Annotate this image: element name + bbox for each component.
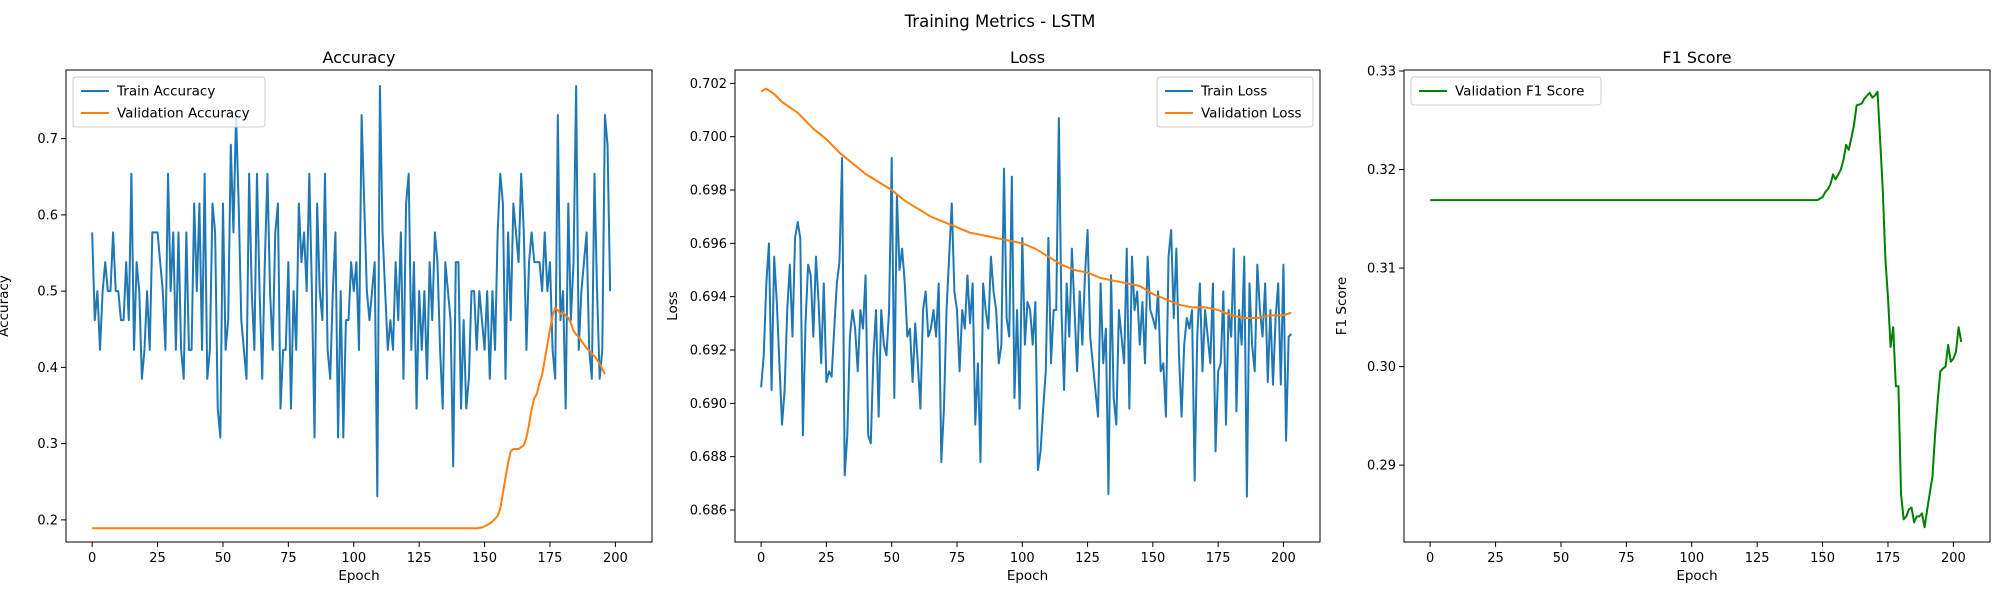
- x-tick-label-1-0: 0: [757, 551, 765, 566]
- x-tick-label-1-1: 25: [818, 551, 835, 566]
- legend-label-1-0: Train Loss: [1200, 84, 1267, 100]
- x-tick-label-0-1: 25: [149, 551, 166, 566]
- y-tick-label-2-2: 0.31: [1367, 262, 1396, 277]
- axes-frame-0: [65, 69, 653, 543]
- y-tick-label-0-2: 0.4: [37, 361, 58, 376]
- y-tick-label-1-0: 0.686: [690, 504, 727, 519]
- x-tick-label-2-6: 150: [1810, 551, 1835, 566]
- y-tick-label-0-0: 0.2: [37, 513, 58, 528]
- series-line-0-1: [92, 306, 606, 530]
- legend-2: Validation F1 Score: [1410, 76, 1602, 106]
- x-tick-label-1-6: 150: [1140, 551, 1165, 566]
- x-tick-label-0-0: 0: [88, 551, 96, 566]
- legend-0: Train Accuracy Validation Accuracy: [72, 76, 266, 128]
- x-tick-label-0-4: 100: [341, 551, 366, 566]
- chart-panel-2: 0 25 50 75 100 125 150 175 200 0.29 0.30 0.31 0.32 0.…: [1334, 48, 1991, 584]
- y-tick-label-1-8: 0.702: [690, 77, 727, 92]
- x-tick-label-0-5: 125: [407, 551, 432, 566]
- y-tick-label-2-0: 0.29: [1367, 459, 1396, 474]
- y-tick-label-2-1: 0.30: [1367, 360, 1396, 375]
- figure-suptitle: Training Metrics - LSTM: [904, 12, 1096, 31]
- legend-1: Train Loss Validation Loss: [1156, 76, 1314, 128]
- legend-box-2: [1410, 76, 1602, 106]
- legend-box-1: [1156, 76, 1314, 128]
- legend-box-0: [72, 76, 266, 128]
- y-tick-label-1-6: 0.698: [690, 184, 727, 199]
- legend-label-2-0: Validation F1 Score: [1455, 84, 1584, 100]
- x-tick-label-1-4: 100: [1010, 551, 1035, 566]
- y-tick-label-1-4: 0.694: [690, 290, 727, 305]
- chart-title-1: Loss: [1010, 48, 1045, 67]
- legend-label-0-0: Train Accuracy: [116, 84, 215, 100]
- chart-title-0: Accuracy: [322, 48, 395, 67]
- x-tick-label-1-5: 125: [1075, 551, 1100, 566]
- y-axis-label-2: F1 Score: [1334, 277, 1350, 335]
- y-tick-label-0-5: 0.7: [37, 132, 58, 147]
- y-tick-label-1-1: 0.688: [690, 450, 727, 465]
- chart-panel-0: 0 25 50 75 100 125 150 175 200 0.2 0.3 0.4 0.5 0.6 0.7…: [0, 48, 653, 584]
- series-line-1-1: [760, 87, 1292, 319]
- y-tick-label-1-3: 0.692: [690, 344, 727, 359]
- x-tick-label-2-2: 50: [1553, 551, 1570, 566]
- x-tick-label-0-7: 175: [538, 551, 563, 566]
- x-tick-label-1-3: 75: [949, 551, 966, 566]
- x-axis-label-2: Epoch: [1676, 568, 1717, 584]
- y-tick-label-2-3: 0.32: [1367, 163, 1396, 178]
- y-axis-label-1: Loss: [665, 291, 681, 321]
- axes-frame-2: [1403, 69, 1991, 543]
- y-tick-label-1-7: 0.700: [690, 130, 727, 145]
- x-tick-label-2-3: 75: [1618, 551, 1635, 566]
- x-tick-label-1-7: 175: [1206, 551, 1231, 566]
- x-tick-label-2-8: 200: [1941, 551, 1966, 566]
- x-tick-label-2-5: 125: [1745, 551, 1770, 566]
- x-tick-label-0-2: 50: [215, 551, 232, 566]
- series-line-1-0: [760, 117, 1292, 498]
- series-line-2-0: [1430, 90, 1963, 529]
- legend-label-0-1: Validation Accuracy: [117, 106, 250, 122]
- x-tick-label-0-6: 150: [472, 551, 497, 566]
- chart-panel-1: 0 25 50 75 100 125 150 175 200 0.686 0.688 0.690 0.6…: [665, 48, 1321, 584]
- y-tick-label-0-1: 0.3: [37, 437, 58, 452]
- series-line-0-0: [91, 85, 612, 498]
- y-tick-label-1-5: 0.696: [690, 237, 727, 252]
- x-tick-label-1-8: 200: [1271, 551, 1296, 566]
- axes-frame-1: [734, 69, 1321, 543]
- x-tick-label-2-7: 175: [1876, 551, 1901, 566]
- y-tick-label-1-2: 0.690: [690, 397, 727, 412]
- x-tick-label-2-1: 25: [1487, 551, 1504, 566]
- y-tick-label-2-4: 0.33: [1367, 64, 1396, 79]
- x-tick-label-2-4: 100: [1679, 551, 1704, 566]
- x-tick-label-0-8: 200: [603, 551, 628, 566]
- y-axis-label-0: Accuracy: [0, 275, 12, 337]
- x-tick-label-0-3: 75: [280, 551, 297, 566]
- x-tick-label-2-0: 0: [1426, 551, 1434, 566]
- y-tick-label-0-3: 0.5: [37, 285, 58, 300]
- legend-label-1-1: Validation Loss: [1201, 106, 1302, 122]
- x-axis-label-0: Epoch: [338, 568, 379, 584]
- chart-title-2: F1 Score: [1662, 48, 1731, 67]
- x-tick-label-1-2: 50: [883, 551, 900, 566]
- y-tick-label-0-4: 0.6: [37, 208, 58, 223]
- x-axis-label-1: Epoch: [1007, 568, 1048, 584]
